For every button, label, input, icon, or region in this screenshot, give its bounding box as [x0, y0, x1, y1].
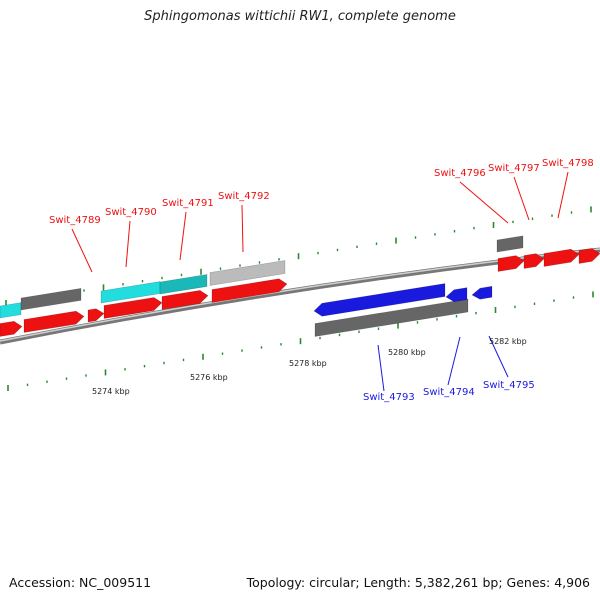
leader-line	[488, 335, 509, 378]
gene-label-swit-4792[interactable]: Swit_4792	[218, 191, 270, 202]
gene-arrow-swit-4789[interactable]	[87, 308, 105, 323]
gene-arrow-swit-4795[interactable]	[471, 285, 493, 300]
gene-label-swit-4793[interactable]: Swit_4793	[363, 392, 415, 403]
leader-line	[179, 211, 187, 261]
leader-line	[557, 171, 569, 219]
leader-line	[125, 220, 131, 268]
tick-label: 5280 kbp	[388, 348, 426, 357]
gene-label-swit-4789[interactable]: Swit_4789	[49, 215, 101, 226]
accession-text: Accession: NC_009511	[9, 575, 152, 590]
leader-lines	[71, 171, 569, 392]
gene-arrow-partial[interactable]	[23, 310, 85, 333]
feature-cds-dark[interactable]	[314, 298, 469, 337]
tick-label: 5274 kbp	[92, 387, 130, 396]
feature-cds-right[interactable]	[496, 235, 524, 253]
feature-partial-cyan[interactable]	[0, 302, 22, 319]
gene-label-swit-4791[interactable]: Swit_4791	[162, 198, 214, 209]
stats-text: Topology: circular; Length: 5,382,261 bp…	[246, 575, 590, 590]
gene-label-swit-4790[interactable]: Swit_4790	[105, 207, 157, 218]
leader-line	[377, 344, 385, 392]
tick-label: 5278 kbp	[289, 359, 327, 368]
gene-arrow-partial-right[interactable]	[578, 248, 600, 264]
leader-line	[71, 228, 93, 273]
leader-line	[447, 336, 461, 386]
leader-line	[513, 176, 530, 221]
gene-arrow-swit-4797[interactable]	[523, 253, 545, 269]
labels-layer: 5274 kbp 5276 kbp 5278 kbp 5280 kbp 5282 kbp…	[49, 158, 594, 403]
gene-label-swit-4798[interactable]: Swit_4798	[542, 158, 594, 169]
leader-line	[241, 204, 244, 253]
map-title: Sphingomonas wittichii RW1, complete gen…	[144, 9, 456, 24]
gene-label-swit-4794[interactable]: Swit_4794	[423, 387, 475, 398]
feature-cds-teal[interactable]	[159, 274, 208, 295]
gene-arrow-partial[interactable]	[0, 320, 23, 337]
gene-label-swit-4795[interactable]: Swit_4795	[483, 380, 535, 391]
tick-label: 5282 kbp	[489, 337, 527, 346]
gene-arrow-swit-4794[interactable]	[445, 287, 468, 303]
feature-partial-cds[interactable]	[20, 288, 82, 311]
gene-label-swit-4797[interactable]: Swit_4797	[488, 163, 540, 174]
feature-cds-light[interactable]	[209, 260, 286, 286]
gene-arrow-swit-4798[interactable]	[543, 248, 580, 267]
features-layer	[0, 235, 600, 337]
leader-line	[459, 181, 509, 224]
gene-arrow-swit-4792[interactable]	[211, 278, 288, 303]
tick-label: 5276 kbp	[190, 373, 228, 382]
gene-arrow-swit-4790[interactable]	[103, 297, 163, 319]
gene-arrow-swit-4793[interactable]	[313, 283, 446, 317]
gene-arrow-swit-4791[interactable]	[161, 290, 209, 310]
gene-arrow-swit-4796[interactable]	[497, 255, 525, 272]
gene-label-swit-4796[interactable]: Swit_4796	[434, 168, 486, 179]
